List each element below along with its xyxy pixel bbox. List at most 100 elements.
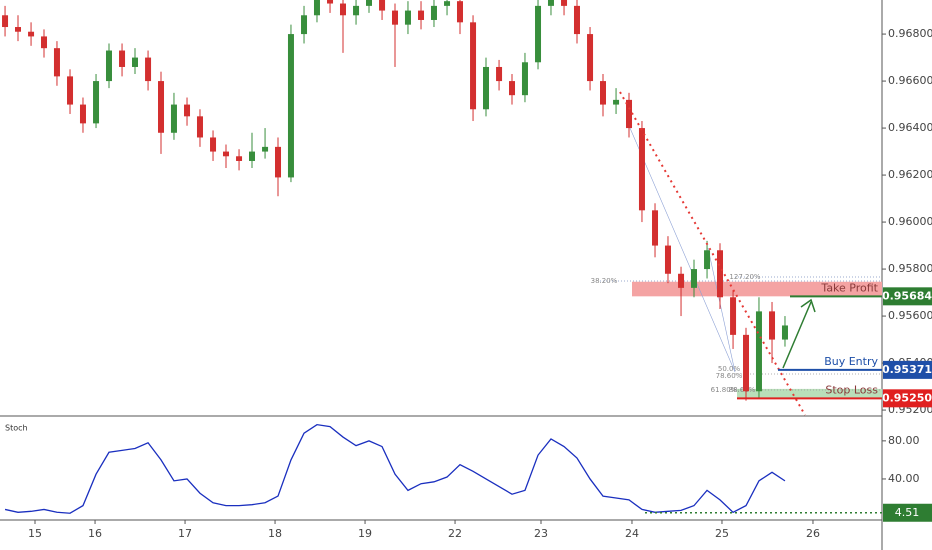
candle-body: [535, 5, 542, 63]
candle-body: [249, 151, 255, 161]
candle-body: [222, 151, 229, 157]
fib-label: 127.20%: [729, 273, 760, 281]
candle-body: [600, 81, 606, 105]
price-tag-label: 0.95371: [882, 363, 932, 376]
candle-body: [613, 99, 620, 105]
candle-body: [509, 81, 516, 96]
candle-body: [547, 0, 554, 6]
candle-body: [15, 27, 21, 32]
candle-body: [561, 0, 568, 6]
y-tick-label: 0.96200: [888, 168, 932, 181]
candle-body: [93, 81, 100, 124]
x-tick-label: 18: [268, 527, 282, 540]
x-tick-label: 22: [448, 527, 462, 540]
candle-body: [353, 5, 360, 16]
x-tick-label: 24: [625, 527, 639, 540]
candle-body: [132, 57, 138, 67]
candle-body: [79, 104, 86, 124]
price-tag: [883, 503, 932, 522]
candle-body: [781, 325, 788, 340]
level-name: Take Profit: [820, 281, 878, 294]
price-tag-label: 0.95250: [882, 391, 932, 404]
candle-body: [678, 273, 685, 288]
fib-label: 38.20%: [591, 277, 618, 285]
y-tick-label: 0.96400: [888, 121, 932, 134]
candle-body: [379, 0, 386, 11]
candle-body: [105, 50, 112, 82]
candle-body: [119, 50, 126, 67]
candle-body: [327, 0, 334, 4]
candle-body: [769, 311, 776, 340]
arrow-shaft: [782, 301, 812, 369]
candle-body: [301, 15, 308, 35]
candle-body: [704, 250, 711, 270]
candle-body: [470, 22, 477, 110]
trend-line: [619, 91, 806, 416]
candle-body: [236, 156, 243, 161]
candle-body: [730, 297, 737, 335]
candle-body: [587, 34, 594, 82]
y-tick-label: 0.95600: [888, 309, 932, 322]
zone: [737, 388, 882, 399]
fib-label: 61.80%: [711, 386, 738, 394]
candle-body: [652, 210, 659, 246]
x-tick-label: 19: [358, 527, 372, 540]
stoch-level-label: 4.51: [895, 506, 920, 519]
candle-body: [418, 10, 425, 20]
candle-body: [158, 81, 165, 133]
candle-body: [262, 146, 269, 152]
candle-body: [170, 104, 177, 133]
level-name: Buy Entry: [824, 355, 878, 368]
candle-body: [483, 66, 489, 110]
candle-body: [664, 245, 671, 274]
arrow-head: [800, 298, 816, 313]
candle-body: [275, 146, 282, 178]
price-tag: [883, 287, 932, 306]
candle-body: [573, 5, 580, 35]
y-tick-label: 0.95800: [888, 262, 932, 275]
y2-tick-label: 80.00: [888, 434, 920, 447]
candle-body: [690, 269, 697, 288]
y-tick-label: 0.96800: [888, 27, 932, 40]
candle-body: [430, 5, 437, 20]
candle-body: [755, 311, 762, 392]
x-tick-label: 26: [806, 527, 820, 540]
candle-body: [366, 0, 372, 6]
candle-body: [717, 250, 723, 298]
candle-body: [2, 15, 9, 28]
x-tick-label: 25: [715, 527, 729, 540]
price-tag-label: 0.95684: [882, 289, 932, 302]
candle-body: [287, 34, 294, 178]
y-tick-label: 0.96000: [888, 215, 932, 228]
x-tick-label: 16: [88, 527, 102, 540]
x-tick-label: 15: [28, 527, 42, 540]
pane-label: Stoch: [5, 424, 28, 433]
candle-body: [339, 3, 346, 16]
fib-label: 78.60%: [716, 372, 743, 380]
x-tick-label: 23: [534, 527, 548, 540]
candle-body: [28, 31, 35, 37]
candle-body: [53, 48, 60, 77]
candle-body: [444, 1, 451, 6]
candle-body: [210, 137, 217, 152]
level-name: Stop Loss: [825, 383, 878, 396]
price-tag: [883, 360, 932, 379]
price-tag: [883, 389, 932, 408]
candle-body: [67, 76, 74, 105]
candle-body: [41, 36, 48, 49]
fib-label: 50.0%: [718, 365, 741, 373]
candle-body: [456, 1, 463, 23]
candle-body: [145, 57, 152, 82]
y-tick-label: 0.96600: [888, 74, 932, 87]
candle-body: [496, 66, 503, 82]
candle-body: [184, 104, 191, 117]
x-tick-label: 17: [178, 527, 192, 540]
candle-body: [626, 99, 633, 129]
candle-body: [404, 10, 411, 25]
candle-body: [392, 10, 399, 25]
y2-tick-label: 40.00: [888, 472, 920, 485]
candle-body: [196, 116, 203, 138]
fib-label: 88.60%: [729, 386, 756, 394]
